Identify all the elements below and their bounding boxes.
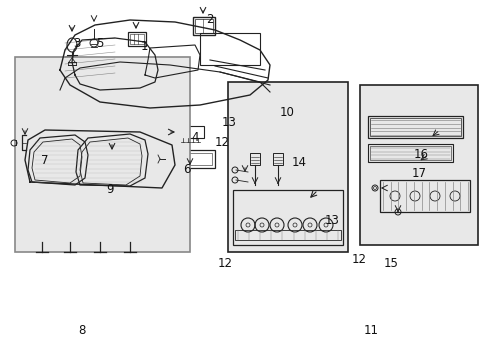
Bar [232, 190, 342, 245]
Text: 9: 9 [106, 183, 114, 195]
Text: 6: 6 [183, 163, 190, 176]
Bar [164, 150, 215, 168]
Bar [367, 144, 452, 162]
Text: 17: 17 [411, 167, 426, 180]
Bar [359, 85, 477, 245]
Text: 8: 8 [78, 324, 86, 337]
Bar [168, 153, 212, 165]
Text: 13: 13 [221, 116, 236, 129]
Bar [379, 180, 469, 212]
Text: 12: 12 [217, 257, 232, 270]
Bar [367, 116, 462, 138]
Text: 10: 10 [280, 106, 294, 119]
Bar [195, 19, 213, 33]
Text: 16: 16 [413, 148, 428, 161]
Text: 11: 11 [364, 324, 378, 337]
Text: 15: 15 [383, 257, 398, 270]
Bar [178, 126, 203, 138]
Bar [15, 57, 190, 252]
Bar [235, 230, 340, 240]
Bar [227, 82, 347, 252]
Text: 12: 12 [351, 253, 366, 266]
Text: 2: 2 [206, 13, 214, 26]
Text: 1: 1 [140, 40, 148, 53]
Bar [200, 33, 260, 65]
Bar [249, 153, 260, 165]
Text: 4: 4 [191, 131, 199, 144]
Text: 13: 13 [325, 214, 339, 227]
Bar [369, 146, 450, 160]
Text: 3: 3 [73, 37, 81, 50]
Bar [369, 118, 460, 136]
Bar [130, 34, 143, 44]
Text: 14: 14 [291, 156, 306, 169]
Text: 7: 7 [41, 154, 49, 167]
Text: 5: 5 [96, 37, 104, 50]
Bar [128, 32, 146, 46]
Bar [272, 153, 283, 165]
Text: 12: 12 [214, 136, 229, 149]
Bar [193, 17, 215, 35]
